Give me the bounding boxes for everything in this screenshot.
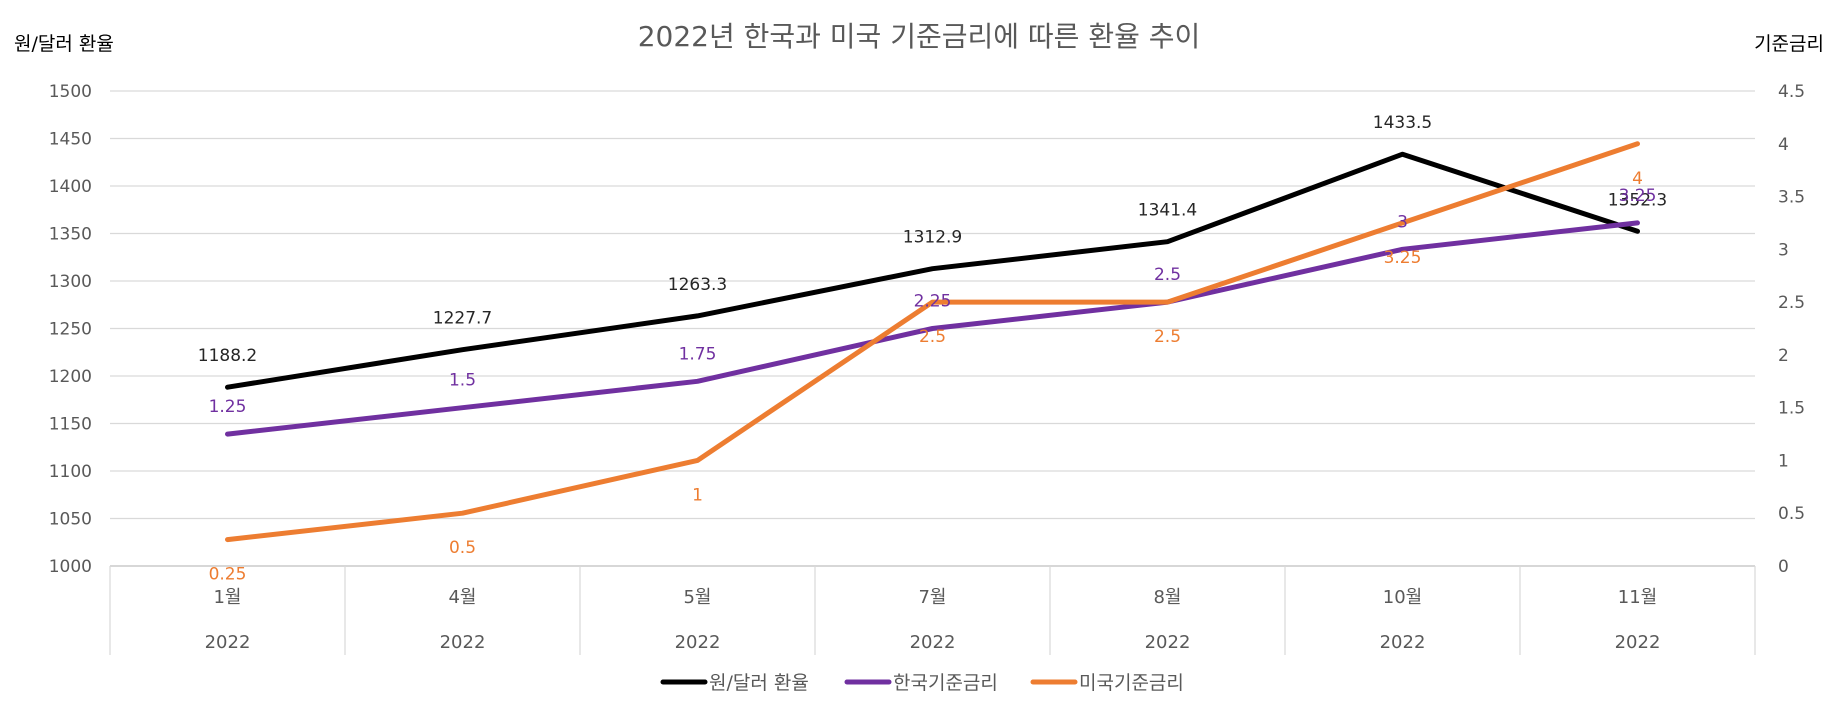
data-label: 1312.9 <box>903 228 962 248</box>
data-label: 3.25 <box>1384 248 1422 268</box>
data-label: 1.5 <box>449 371 476 391</box>
data-label: 1 <box>692 485 703 505</box>
category-group-label: 2022 <box>675 632 721 653</box>
data-label: 2.5 <box>1154 265 1181 285</box>
left-tick-label: 1000 <box>49 557 92 577</box>
data-label: 1263.3 <box>668 275 727 295</box>
category-group-label: 2022 <box>1145 632 1191 653</box>
left-axis-title: 원/달러 환율 <box>14 33 114 55</box>
left-tick-label: 1150 <box>49 415 92 435</box>
category-axis: 1월 2022 4월 2022 5월 2022 7월 2022 8월 2022 10월 2022 11월… <box>109 566 1756 655</box>
category-tick-label: 7월 <box>918 587 946 608</box>
data-label: 1433.5 <box>1373 113 1432 133</box>
data-label: 2.5 <box>1154 327 1181 347</box>
left-tick-label: 1050 <box>49 510 92 530</box>
data-label: 1352.3 <box>1608 190 1667 210</box>
left-tick-label: 1350 <box>49 225 92 245</box>
data-label: 2.25 <box>914 292 952 312</box>
right-axis-ticks: 0 0.5 1 1.5 2 2.5 3 3.5 4 4.5 <box>1778 82 1805 577</box>
series-line <box>225 220 1640 437</box>
category-tick-label: 1월 <box>213 587 241 608</box>
right-tick-label: 1.5 <box>1778 399 1805 419</box>
data-label: 1341.4 <box>1138 201 1197 221</box>
data-label: 3.25 <box>1619 186 1657 206</box>
category-tick-label: 10월 <box>1383 587 1422 608</box>
right-tick-label: 0 <box>1778 557 1789 577</box>
series-line <box>225 151 1640 390</box>
category-group-label: 2022 <box>910 632 956 653</box>
data-label: 0.25 <box>209 565 247 585</box>
category-tick-label: 8월 <box>1153 587 1181 608</box>
right-tick-label: 2.5 <box>1778 293 1805 313</box>
data-label: 0.5 <box>449 538 476 558</box>
data-label: 2.5 <box>919 327 946 347</box>
right-axis-title: 기준금리 <box>1754 33 1824 55</box>
category-tick-label: 5월 <box>683 587 711 608</box>
right-tick-label: 3.5 <box>1778 188 1805 208</box>
left-axis-ticks: 1000 1050 1100 1150 1200 1250 1300 1350 1400 1450… <box>49 82 92 577</box>
left-tick-label: 1250 <box>49 320 92 340</box>
data-label: 1188.2 <box>198 346 257 366</box>
data-label: 1227.7 <box>433 309 492 329</box>
left-tick-label: 1500 <box>49 82 92 102</box>
left-tick-label: 1100 <box>49 462 92 482</box>
legend-label: 원/달러 환율 <box>709 672 809 694</box>
legend: 원/달러 환율 한국기준금리 미국기준금리 <box>660 672 1184 694</box>
right-tick-label: 3 <box>1778 240 1789 260</box>
right-tick-label: 4.5 <box>1778 82 1805 102</box>
category-tick-label: 11월 <box>1618 587 1657 608</box>
legend-label: 한국기준금리 <box>893 672 998 694</box>
left-tick-label: 1400 <box>49 177 92 197</box>
left-tick-label: 1450 <box>49 130 92 150</box>
series-lines <box>225 141 1640 543</box>
right-tick-label: 0.5 <box>1778 504 1805 524</box>
right-tick-label: 4 <box>1778 135 1789 155</box>
right-tick-label: 2 <box>1778 346 1789 366</box>
category-tick-label: 4월 <box>448 587 476 608</box>
category-group-label: 2022 <box>205 632 251 653</box>
category-group-label: 2022 <box>440 632 486 653</box>
data-label: 1.25 <box>209 397 247 417</box>
data-label: 1.75 <box>679 344 717 364</box>
right-tick-label: 1 <box>1778 451 1789 471</box>
left-tick-label: 1300 <box>49 272 92 292</box>
left-tick-label: 1200 <box>49 367 92 387</box>
data-label: 3 <box>1397 212 1408 232</box>
chart-title: 2022년 한국과 미국 기준금리에 따른 환율 추이 <box>638 20 1201 53</box>
legend-label: 미국기준금리 <box>1079 672 1184 694</box>
series-line <box>225 141 1640 543</box>
data-labels: 1188.2 1227.7 1263.3 1312.9 1341.4 1433.5 1352… <box>198 113 1667 584</box>
data-label: 4 <box>1632 169 1643 189</box>
category-group-label: 2022 <box>1380 632 1426 653</box>
category-group-label: 2022 <box>1615 632 1661 653</box>
